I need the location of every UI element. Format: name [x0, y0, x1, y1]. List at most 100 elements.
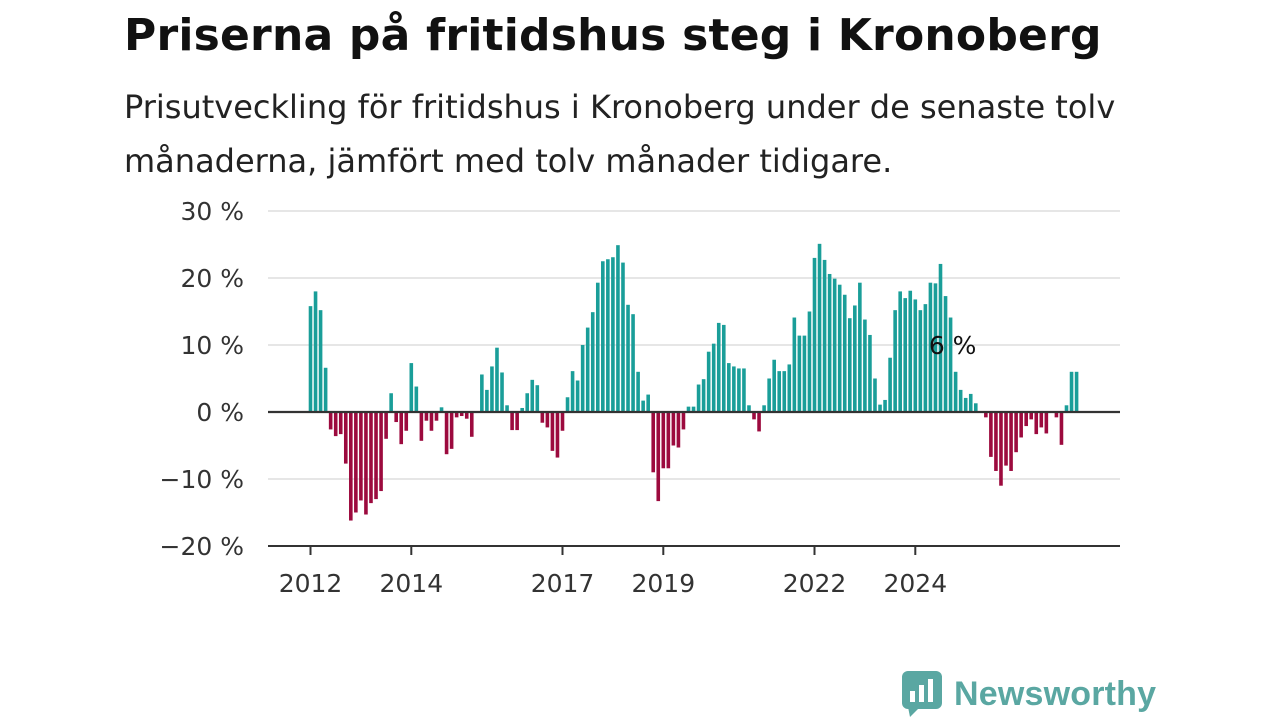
- bar: [646, 394, 650, 412]
- bar: [853, 305, 857, 412]
- bar: [873, 378, 877, 412]
- bar: [626, 304, 630, 412]
- y-tick-label: 30 %: [180, 197, 244, 226]
- bar: [984, 412, 988, 418]
- bar: [333, 412, 338, 437]
- axes: [268, 410, 1120, 555]
- bar: [757, 412, 761, 432]
- bar: [384, 412, 388, 439]
- bar: [545, 412, 550, 428]
- bar: [868, 334, 872, 412]
- bar: [580, 345, 585, 412]
- bar: [1029, 412, 1034, 420]
- bar: [706, 351, 711, 412]
- bar: [999, 412, 1003, 486]
- bar: [354, 412, 358, 513]
- bar: [968, 393, 973, 412]
- bar: [888, 357, 892, 412]
- bar: [822, 259, 827, 412]
- bar: [530, 379, 535, 412]
- bar: [676, 412, 681, 448]
- bar: [863, 319, 867, 412]
- bar: [747, 405, 751, 412]
- bar-chart: 30 % 20 % 10 % 0 % −10 % −20 % 2012 2014 2017 201…: [160, 197, 1120, 598]
- bar: [923, 304, 928, 412]
- bar: [364, 412, 368, 515]
- bar: [1039, 412, 1044, 428]
- y-tick-label: −20 %: [160, 532, 244, 561]
- bar: [560, 412, 565, 431]
- bar: [454, 412, 459, 418]
- bar: [721, 324, 726, 412]
- bar: [495, 347, 499, 412]
- bar: [328, 412, 333, 430]
- bar: [318, 310, 323, 412]
- bar: [933, 283, 938, 412]
- bar: [1064, 405, 1069, 412]
- bar: [631, 314, 635, 412]
- bar: [449, 412, 454, 449]
- bar: [1074, 371, 1079, 412]
- bar: [938, 263, 943, 412]
- bar: [308, 306, 313, 412]
- bar: [641, 400, 645, 412]
- bar: [399, 412, 404, 445]
- x-tick-label: 2019: [631, 569, 695, 598]
- bar: [379, 412, 383, 492]
- bar: [1009, 412, 1013, 471]
- bar: [752, 412, 756, 420]
- bar: [616, 245, 620, 412]
- x-tick-label: 2022: [783, 569, 847, 598]
- bar: [681, 412, 686, 430]
- bar: [601, 261, 605, 412]
- bar: [606, 259, 610, 412]
- bar: [394, 412, 398, 423]
- bar: [1034, 412, 1039, 435]
- bar: [414, 386, 419, 412]
- bar: [656, 412, 661, 502]
- bar: [520, 407, 524, 412]
- bar: [878, 404, 882, 412]
- bar: [404, 412, 409, 431]
- bar: [359, 412, 363, 501]
- bar: [711, 343, 716, 412]
- bar: [525, 393, 530, 412]
- bar: [737, 368, 741, 412]
- bar: [349, 412, 353, 521]
- bar: [323, 367, 328, 412]
- bar: [893, 310, 897, 412]
- bar: [958, 389, 963, 412]
- bar: [797, 335, 802, 412]
- bar: [409, 363, 414, 412]
- bar: [480, 374, 484, 412]
- bar: [847, 318, 852, 412]
- bar: [338, 412, 343, 435]
- bar: [1059, 412, 1064, 445]
- bar: [727, 363, 731, 412]
- bar: [696, 384, 701, 412]
- y-tick-label: 10 %: [180, 331, 244, 360]
- bar: [585, 327, 590, 412]
- bar: [777, 371, 782, 412]
- bar: [691, 406, 696, 412]
- bar: [490, 366, 494, 412]
- tick-labels: 30 % 20 % 10 % 0 % −10 % −20 % 2012 2014 2017 201…: [160, 197, 977, 598]
- chart-subtitle: Prisutveckling för fritidshus i Kronober…: [124, 88, 1116, 180]
- bar: [1044, 412, 1049, 434]
- bar: [1054, 412, 1059, 418]
- bar: [439, 407, 444, 412]
- bar: [621, 262, 625, 412]
- chart-title: Priserna på fritidshus steg i Kronoberg: [124, 10, 1102, 61]
- bar: [369, 412, 373, 504]
- bar: [313, 291, 318, 412]
- newsworthy-logo-icon: [902, 671, 942, 717]
- bar: [469, 412, 474, 437]
- bar: [500, 372, 504, 412]
- x-tick-label: 2012: [279, 569, 343, 598]
- bar: [1069, 371, 1074, 412]
- bar: [842, 294, 847, 412]
- bar: [742, 368, 746, 412]
- bar: [973, 403, 978, 412]
- bar: [787, 364, 792, 412]
- bar: [948, 317, 953, 412]
